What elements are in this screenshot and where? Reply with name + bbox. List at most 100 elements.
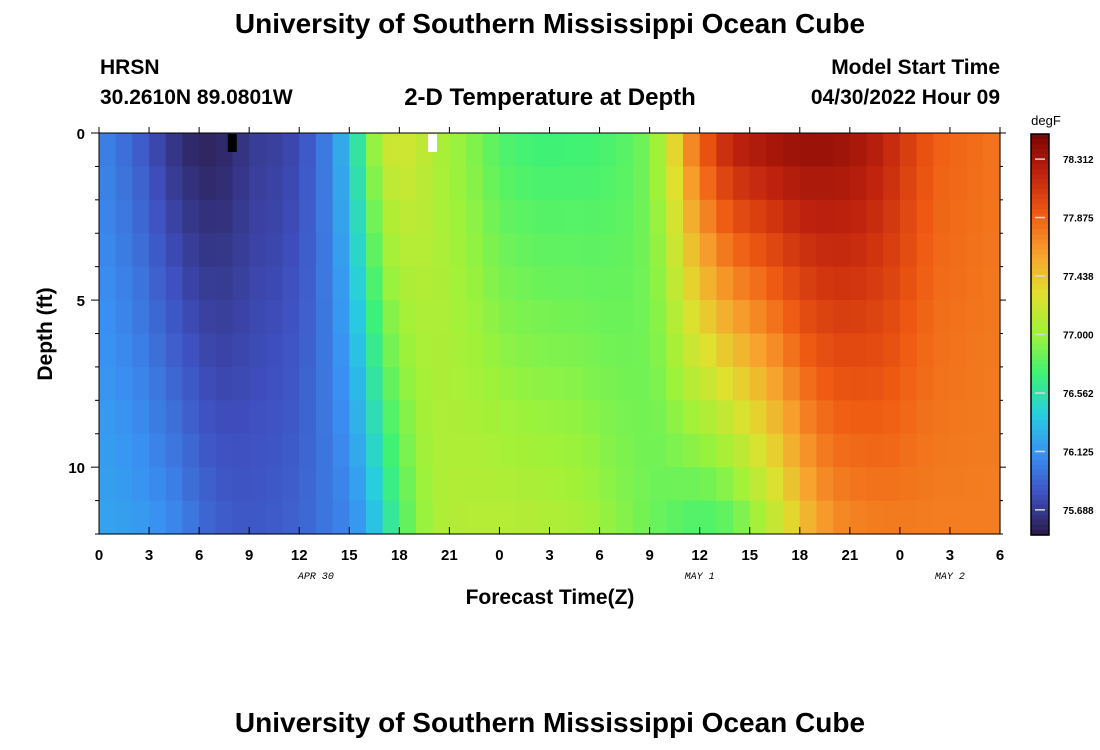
heatmap-cell bbox=[866, 266, 884, 301]
heatmap-cell bbox=[549, 333, 567, 368]
heatmap-cell bbox=[532, 333, 551, 368]
heatmap-cell bbox=[599, 266, 617, 301]
heatmap-cell bbox=[449, 467, 467, 502]
heatmap-cell bbox=[716, 133, 734, 168]
heatmap-cell bbox=[849, 400, 868, 435]
heatmap-cell bbox=[215, 400, 234, 435]
heatmap-cell bbox=[582, 233, 601, 268]
heatmap-cell bbox=[232, 400, 250, 435]
heatmap-cell bbox=[532, 400, 551, 435]
heatmap-cell bbox=[149, 366, 167, 401]
heatmap-cell bbox=[215, 433, 234, 468]
heatmap-cell bbox=[833, 500, 851, 535]
colorbar-segment bbox=[1031, 144, 1049, 150]
heatmap-cell bbox=[649, 300, 667, 335]
heatmap-cell bbox=[265, 500, 284, 535]
heatmap-cell bbox=[199, 333, 217, 368]
heatmap-cell bbox=[716, 400, 734, 435]
heatmap-cell bbox=[866, 133, 884, 168]
heatmap-cell bbox=[883, 500, 901, 535]
heatmap-cell bbox=[682, 133, 701, 168]
heatmap-cell bbox=[866, 500, 884, 535]
heatmap-cell bbox=[916, 333, 934, 368]
heatmap-cell bbox=[265, 199, 284, 234]
heatmap-cell bbox=[282, 433, 300, 468]
heatmap-cell bbox=[733, 433, 751, 468]
heatmap-cell bbox=[165, 400, 184, 435]
heatmap-cell bbox=[833, 233, 851, 268]
heatmap-cell bbox=[849, 166, 868, 201]
heatmap-cell bbox=[499, 166, 517, 201]
colorbar-segment bbox=[1031, 384, 1049, 391]
heatmap-cell bbox=[632, 333, 651, 368]
heatmap-cell bbox=[199, 400, 217, 435]
heatmap-cell bbox=[666, 300, 684, 335]
heatmap-cell bbox=[783, 300, 801, 335]
heatmap-cell bbox=[182, 500, 200, 535]
heatmap-cell bbox=[649, 500, 667, 535]
heatmap-cell bbox=[399, 333, 417, 368]
heatmap-cell bbox=[399, 433, 417, 468]
heatmap-cell bbox=[749, 266, 768, 301]
heatmap-cell bbox=[949, 500, 968, 535]
heatmap-cell bbox=[632, 433, 651, 468]
heatmap-cell bbox=[532, 166, 551, 201]
colorbar: 78.312 77.875 77.438 77.000 76.562 76.125 75.6… bbox=[1030, 133, 1094, 536]
heatmap-cell bbox=[833, 433, 851, 468]
heatmap bbox=[99, 133, 1001, 535]
heatmap-cell bbox=[866, 400, 884, 435]
heatmap-cell bbox=[182, 400, 200, 435]
heatmap-cell bbox=[249, 166, 267, 201]
heatmap-cell bbox=[466, 133, 484, 168]
heatmap-cell bbox=[99, 199, 117, 234]
heatmap-cell bbox=[149, 166, 167, 201]
heatmap-cell bbox=[199, 366, 217, 401]
heatmap-cell bbox=[599, 199, 617, 234]
heatmap-cell bbox=[749, 333, 768, 368]
heatmap-cell bbox=[249, 266, 267, 301]
heatmap-cell bbox=[666, 400, 684, 435]
heatmap-cell bbox=[749, 467, 768, 502]
heatmap-cell bbox=[649, 266, 667, 301]
colorbar-segment bbox=[1031, 229, 1049, 235]
heatmap-cell bbox=[916, 266, 934, 301]
heatmap-cell bbox=[215, 300, 234, 335]
heatmap-cell bbox=[99, 500, 117, 535]
colorbar-segment bbox=[1031, 304, 1049, 311]
heatmap-cell bbox=[282, 366, 300, 401]
heatmap-cell bbox=[682, 300, 701, 335]
y-axis: 0 5 10 bbox=[68, 126, 1006, 535]
heatmap-cell bbox=[149, 500, 167, 535]
colorbar-segment bbox=[1031, 189, 1049, 195]
heatmap-cell bbox=[616, 300, 634, 335]
heatmap-cell bbox=[99, 233, 117, 268]
colorbar-segment bbox=[1031, 439, 1049, 446]
heatmap-cell bbox=[632, 467, 651, 502]
heatmap-cell bbox=[365, 333, 384, 368]
heatmap-cell bbox=[849, 500, 868, 535]
heatmap-cell bbox=[149, 300, 167, 335]
heatmap-cell bbox=[599, 366, 617, 401]
heatmap-cell bbox=[416, 233, 434, 268]
heatmap-cell bbox=[382, 233, 400, 268]
heatmap-cell bbox=[282, 467, 300, 502]
heatmap-cell bbox=[232, 233, 250, 268]
heatmap-cell bbox=[733, 133, 751, 168]
heatmap-cell bbox=[432, 233, 450, 268]
heatmap-cell bbox=[532, 500, 551, 535]
heatmap-cell bbox=[582, 199, 601, 234]
heatmap-cell bbox=[849, 333, 868, 368]
heatmap-cell bbox=[416, 266, 434, 301]
heatmap-cell bbox=[899, 166, 918, 201]
heatmap-cell bbox=[682, 433, 701, 468]
heatmap-cell bbox=[365, 233, 384, 268]
heatmap-cell bbox=[799, 133, 818, 168]
heatmap-cell bbox=[716, 333, 734, 368]
colorbar-segment bbox=[1031, 289, 1049, 295]
heatmap-cell bbox=[249, 366, 267, 401]
heatmap-cell bbox=[699, 266, 717, 301]
heatmap-cell bbox=[499, 500, 517, 535]
heatmap-cell bbox=[132, 300, 150, 335]
heatmap-cell bbox=[916, 300, 934, 335]
colorbar-segment bbox=[1031, 404, 1049, 411]
